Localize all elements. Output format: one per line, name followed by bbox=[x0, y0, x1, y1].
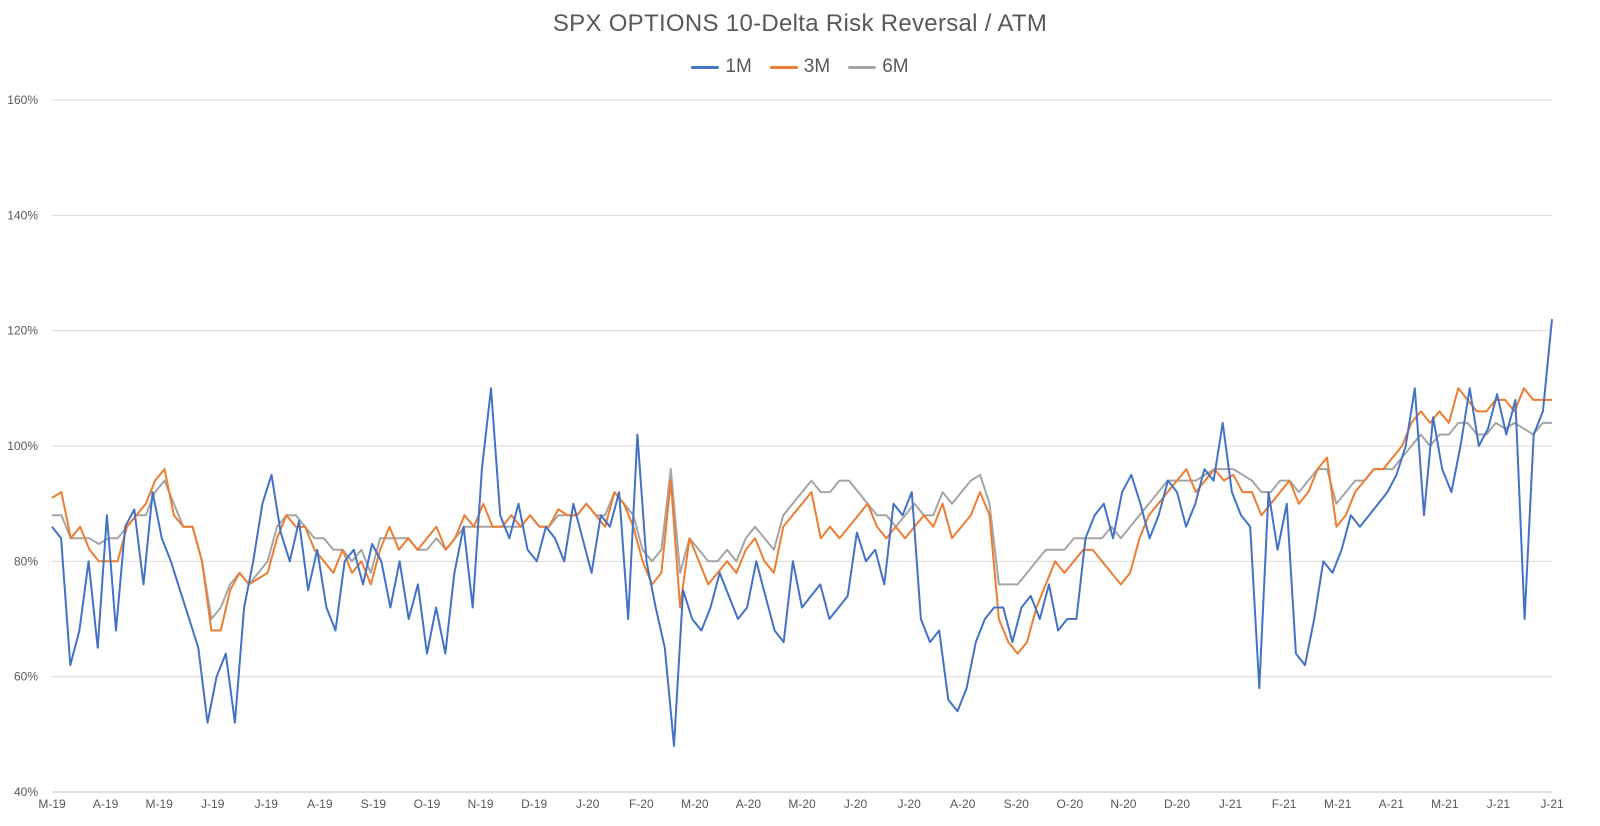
y-tick-label: 160% bbox=[7, 93, 38, 107]
x-tick-label: D-20 bbox=[1164, 797, 1190, 811]
x-tick-label: A-20 bbox=[736, 797, 762, 811]
chart-legend: 1M 3M 6M bbox=[0, 56, 1600, 78]
x-tick-label: M-21 bbox=[1324, 797, 1352, 811]
x-tick-label: D-19 bbox=[521, 797, 547, 811]
series-line-6m bbox=[52, 421, 1552, 620]
legend-swatch-3m bbox=[769, 65, 798, 69]
series-line-3m bbox=[51, 387, 1552, 655]
x-tick-label: J-19 bbox=[201, 797, 225, 811]
y-tick-label: 60% bbox=[14, 670, 38, 684]
legend-swatch-6m bbox=[848, 65, 877, 69]
y-axis-ticks: 40% 60% 80% 100% 120% 140% 160% bbox=[7, 93, 38, 799]
series-line-1m bbox=[51, 319, 1553, 747]
legend-label-6m: 6M bbox=[882, 56, 909, 77]
y-tick-label: 120% bbox=[7, 324, 38, 338]
x-tick-label: J-21 bbox=[1219, 797, 1243, 811]
x-tick-label: A-20 bbox=[950, 797, 976, 811]
legend-label-1m: 1M bbox=[725, 56, 752, 77]
x-tick-label: M-21 bbox=[1431, 797, 1459, 811]
x-tick-label: M-20 bbox=[788, 797, 816, 811]
x-tick-label: A-19 bbox=[93, 797, 119, 811]
x-tick-label: M-20 bbox=[681, 797, 709, 811]
x-tick-label: S-20 bbox=[1004, 797, 1030, 811]
x-tick-label: A-21 bbox=[1379, 797, 1405, 811]
x-tick-label: S-19 bbox=[361, 797, 387, 811]
x-tick-label: J-20 bbox=[576, 797, 600, 811]
x-tick-label: M-19 bbox=[38, 797, 66, 811]
x-tick-label: J-21 bbox=[1487, 797, 1511, 811]
legend-item-6m: 6M bbox=[848, 56, 909, 78]
x-tick-label: M-19 bbox=[145, 797, 173, 811]
x-axis-ticks: M-19 A-19 M-19 J-19 J-19 A-19 S-19 O-19 N-19 D-19… bbox=[38, 797, 1564, 811]
gridlines bbox=[52, 99, 1552, 793]
legend-item-1m: 1M bbox=[691, 56, 752, 78]
series-lines bbox=[51, 319, 1553, 747]
x-tick-label: F-21 bbox=[1272, 797, 1297, 811]
x-tick-label: O-19 bbox=[414, 797, 441, 811]
legend-swatch-1m bbox=[691, 65, 720, 69]
y-tick-label: 140% bbox=[7, 208, 38, 222]
x-tick-label: J-19 bbox=[255, 797, 279, 811]
y-tick-label: 100% bbox=[7, 439, 38, 453]
y-tick-label: 80% bbox=[14, 554, 38, 568]
x-tick-label: J-20 bbox=[844, 797, 868, 811]
chart-title: SPX OPTIONS 10-Delta Risk Reversal / ATM bbox=[552, 10, 1048, 37]
x-tick-label: J-21 bbox=[1540, 797, 1564, 811]
x-tick-label: A-19 bbox=[307, 797, 333, 811]
x-tick-label: N-20 bbox=[1110, 797, 1136, 811]
x-tick-label: F-20 bbox=[629, 797, 654, 811]
y-tick-label: 40% bbox=[14, 785, 38, 799]
x-tick-label: N-19 bbox=[468, 797, 494, 811]
legend-label-3m: 3M bbox=[803, 56, 831, 77]
legend-item-3m: 3M bbox=[769, 56, 831, 78]
x-tick-label: O-20 bbox=[1057, 797, 1084, 811]
x-tick-label: J-20 bbox=[897, 797, 921, 811]
